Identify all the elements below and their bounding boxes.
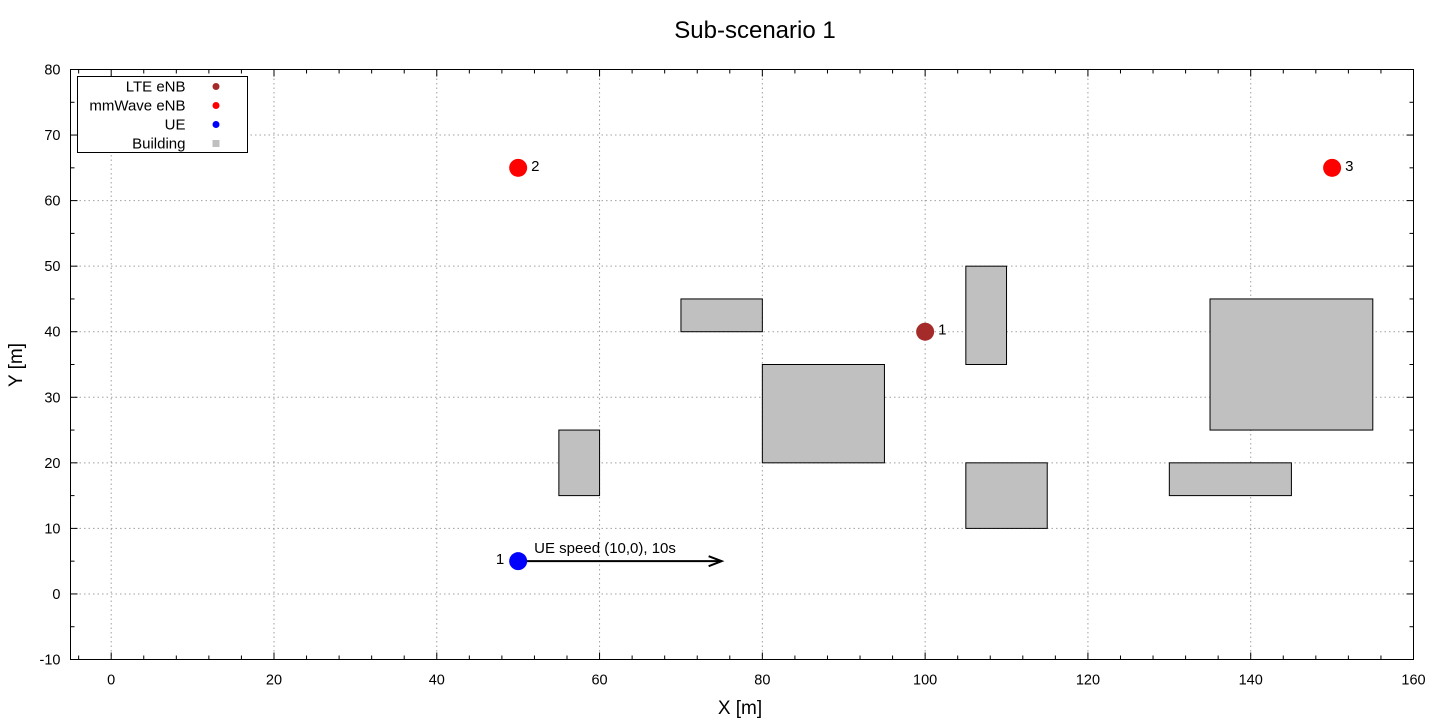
- y-tick-label: 20: [44, 456, 60, 472]
- mmwave-enb-marker-label: 2: [531, 158, 539, 175]
- building: [558, 429, 601, 497]
- chart-title: Sub-scenario 1: [674, 17, 835, 44]
- legend-box: [77, 76, 248, 153]
- plot-frame: [70, 69, 1414, 660]
- mmwave-enb-marker: [1323, 158, 1342, 177]
- building: [1168, 462, 1292, 497]
- x-tick-label: 60: [591, 673, 607, 689]
- ue-motion-label: UE speed (10,0), 10s: [534, 540, 676, 557]
- x-tick-label: 40: [429, 673, 445, 689]
- building: [965, 265, 1008, 365]
- axis-ticks: 0 20 40 60 80 100 120 140 160 -10 0 10 20 30 40 50 60 70 8…: [40, 63, 1426, 689]
- nodes: 1 2 3 1: [496, 158, 1353, 571]
- building: [761, 364, 885, 464]
- legend-marker: [212, 83, 220, 90]
- x-tick-label: 80: [754, 673, 770, 689]
- ue-motion-arrowhead: [708, 555, 725, 568]
- legend: LTE eNB mmWave eNB UE Building: [77, 76, 248, 153]
- y-tick-label: 70: [44, 128, 60, 144]
- x-tick-label: 120: [1076, 673, 1100, 689]
- ue-marker-label: 1: [496, 551, 504, 568]
- x-tick-label: 140: [1239, 673, 1263, 689]
- y-tick-label: 80: [44, 63, 60, 79]
- y-tick-label: 30: [44, 390, 60, 406]
- legend-marker: [212, 140, 220, 147]
- x-tick-label: 20: [266, 673, 282, 689]
- y-tick-label: -10: [40, 653, 61, 669]
- legend-label: LTE eNB: [126, 79, 186, 96]
- x-tick-label: 0: [107, 673, 115, 689]
- building: [680, 298, 763, 333]
- y-tick-label: 50: [44, 259, 60, 275]
- mmwave-enb-marker-label: 3: [1345, 158, 1353, 175]
- legend-marker: [212, 102, 220, 109]
- y-tick-label: 40: [44, 325, 60, 341]
- lte-enb-marker-label: 1: [938, 322, 946, 339]
- y-axis-label: Y [m]: [6, 343, 27, 387]
- y-tick-label: 10: [44, 521, 60, 537]
- x-tick-label: 100: [913, 673, 937, 689]
- buildings: [558, 265, 1374, 529]
- y-tick-label: 60: [44, 194, 60, 210]
- legend-label: mmWave eNB: [89, 98, 185, 115]
- mmwave-enb-marker: [509, 158, 528, 177]
- building: [1209, 298, 1374, 431]
- legend-marker: [212, 121, 220, 128]
- ue-marker: [509, 552, 528, 571]
- ue-motion: UE speed (10,0), 10s: [518, 540, 725, 568]
- legend-label: UE: [165, 117, 186, 134]
- building: [965, 462, 1048, 529]
- x-axis-label: X [m]: [718, 698, 762, 719]
- y-tick-label: 0: [52, 587, 60, 603]
- legend-label: Building: [132, 136, 185, 153]
- x-tick-label: 160: [1401, 673, 1425, 689]
- lte-enb-marker: [916, 322, 935, 341]
